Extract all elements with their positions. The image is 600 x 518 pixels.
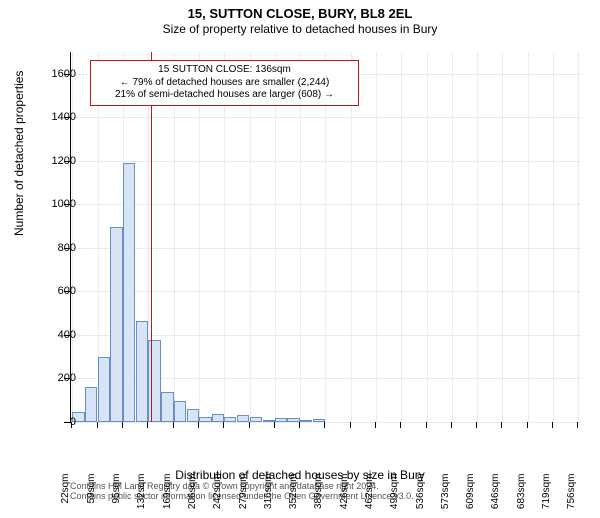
x-tick [527, 422, 528, 428]
annotation-line3: 21% of semi-detached houses are larger (… [97, 89, 352, 102]
gridline-v [427, 52, 428, 422]
gridline-v [275, 52, 276, 422]
histogram-bar [224, 417, 236, 422]
x-tick [324, 422, 325, 428]
title-sub: Size of property relative to detached ho… [0, 22, 600, 36]
x-tick-label: 683sqm [516, 474, 527, 518]
gridline-v [351, 52, 352, 422]
x-tick-label: 719sqm [541, 474, 552, 518]
histogram-bar [187, 409, 199, 422]
chart-container: 15, SUTTON CLOSE, BURY, BL8 2EL Size of … [0, 6, 600, 506]
gridline-v [528, 52, 529, 422]
y-tick-label: 0 [36, 416, 76, 428]
x-tick [71, 422, 72, 428]
histogram-bar [212, 414, 224, 422]
gridline-v [578, 52, 579, 422]
y-axis-title: Number of detached properties [12, 71, 26, 236]
histogram-bar [98, 357, 110, 422]
y-tick-label: 800 [36, 242, 76, 254]
plot-area [70, 52, 580, 422]
gridline-v [376, 52, 377, 422]
histogram-bar [199, 417, 211, 422]
x-tick [400, 422, 401, 428]
annotation-line2: ← 79% of detached houses are smaller (2,… [97, 77, 352, 90]
x-tick-label: 95sqm [111, 474, 122, 518]
x-tick [476, 422, 477, 428]
gridline-v [502, 52, 503, 422]
x-tick-label: 279sqm [238, 474, 249, 518]
chart-inner [70, 52, 581, 423]
x-tick [249, 422, 250, 428]
gridline-v [72, 52, 73, 422]
y-tick-label: 1200 [36, 155, 76, 167]
x-tick-label: 169sqm [162, 474, 173, 518]
x-tick-label: 242sqm [212, 474, 223, 518]
gridline-v [553, 52, 554, 422]
x-tick-label: 609sqm [465, 474, 476, 518]
y-tick-label: 200 [36, 372, 76, 384]
x-tick [147, 422, 148, 428]
y-tick-label: 1400 [36, 111, 76, 123]
x-tick-label: 756sqm [566, 474, 577, 518]
histogram-bar [123, 163, 135, 422]
y-tick-label: 1600 [36, 68, 76, 80]
x-tick [97, 422, 98, 428]
histogram-bar [110, 227, 122, 422]
x-tick [451, 422, 452, 428]
x-tick-label: 646sqm [490, 474, 501, 518]
x-tick [350, 422, 351, 428]
annotation-line1: 15 SUTTON CLOSE: 136sqm [97, 64, 352, 77]
x-tick-label: 22sqm [60, 474, 71, 518]
x-tick-label: 426sqm [339, 474, 350, 518]
gridline-v [224, 52, 225, 422]
x-tick-label: 536sqm [415, 474, 426, 518]
marker-line [151, 52, 152, 422]
gridline-v [477, 52, 478, 422]
x-tick [299, 422, 300, 428]
x-tick-label: 59sqm [86, 474, 97, 518]
gridline-v [452, 52, 453, 422]
histogram-bar [275, 418, 287, 422]
x-tick [173, 422, 174, 428]
y-tick-label: 1000 [36, 198, 76, 210]
gridline-v [174, 52, 175, 422]
x-tick [552, 422, 553, 428]
gridline-v [300, 52, 301, 422]
x-tick-label: 206sqm [187, 474, 198, 518]
x-tick [274, 422, 275, 428]
gridline-v [325, 52, 326, 422]
histogram-bar [250, 417, 262, 422]
x-tick-label: 389sqm [313, 474, 324, 518]
gridline-v [250, 52, 251, 422]
histogram-bar [174, 401, 186, 422]
x-tick [577, 422, 578, 428]
gridline-v [401, 52, 402, 422]
x-tick [426, 422, 427, 428]
gridline-v [199, 52, 200, 422]
x-tick [198, 422, 199, 428]
histogram-bar [85, 387, 97, 422]
x-tick-label: 132sqm [136, 474, 147, 518]
histogram-bar [161, 392, 173, 422]
x-tick [501, 422, 502, 428]
histogram-bar [300, 420, 312, 422]
x-tick [223, 422, 224, 428]
x-tick-label: 573sqm [440, 474, 451, 518]
x-tick [375, 422, 376, 428]
y-tick-label: 600 [36, 285, 76, 297]
title-main: 15, SUTTON CLOSE, BURY, BL8 2EL [0, 6, 600, 21]
annotation-box: 15 SUTTON CLOSE: 136sqm ← 79% of detache… [90, 60, 359, 106]
x-tick-label: 352sqm [288, 474, 299, 518]
x-tick [122, 422, 123, 428]
x-tick-label: 462sqm [364, 474, 375, 518]
x-tick-label: 499sqm [389, 474, 400, 518]
x-tick-label: 316sqm [263, 474, 274, 518]
histogram-bar [136, 321, 148, 422]
y-tick-label: 400 [36, 329, 76, 341]
